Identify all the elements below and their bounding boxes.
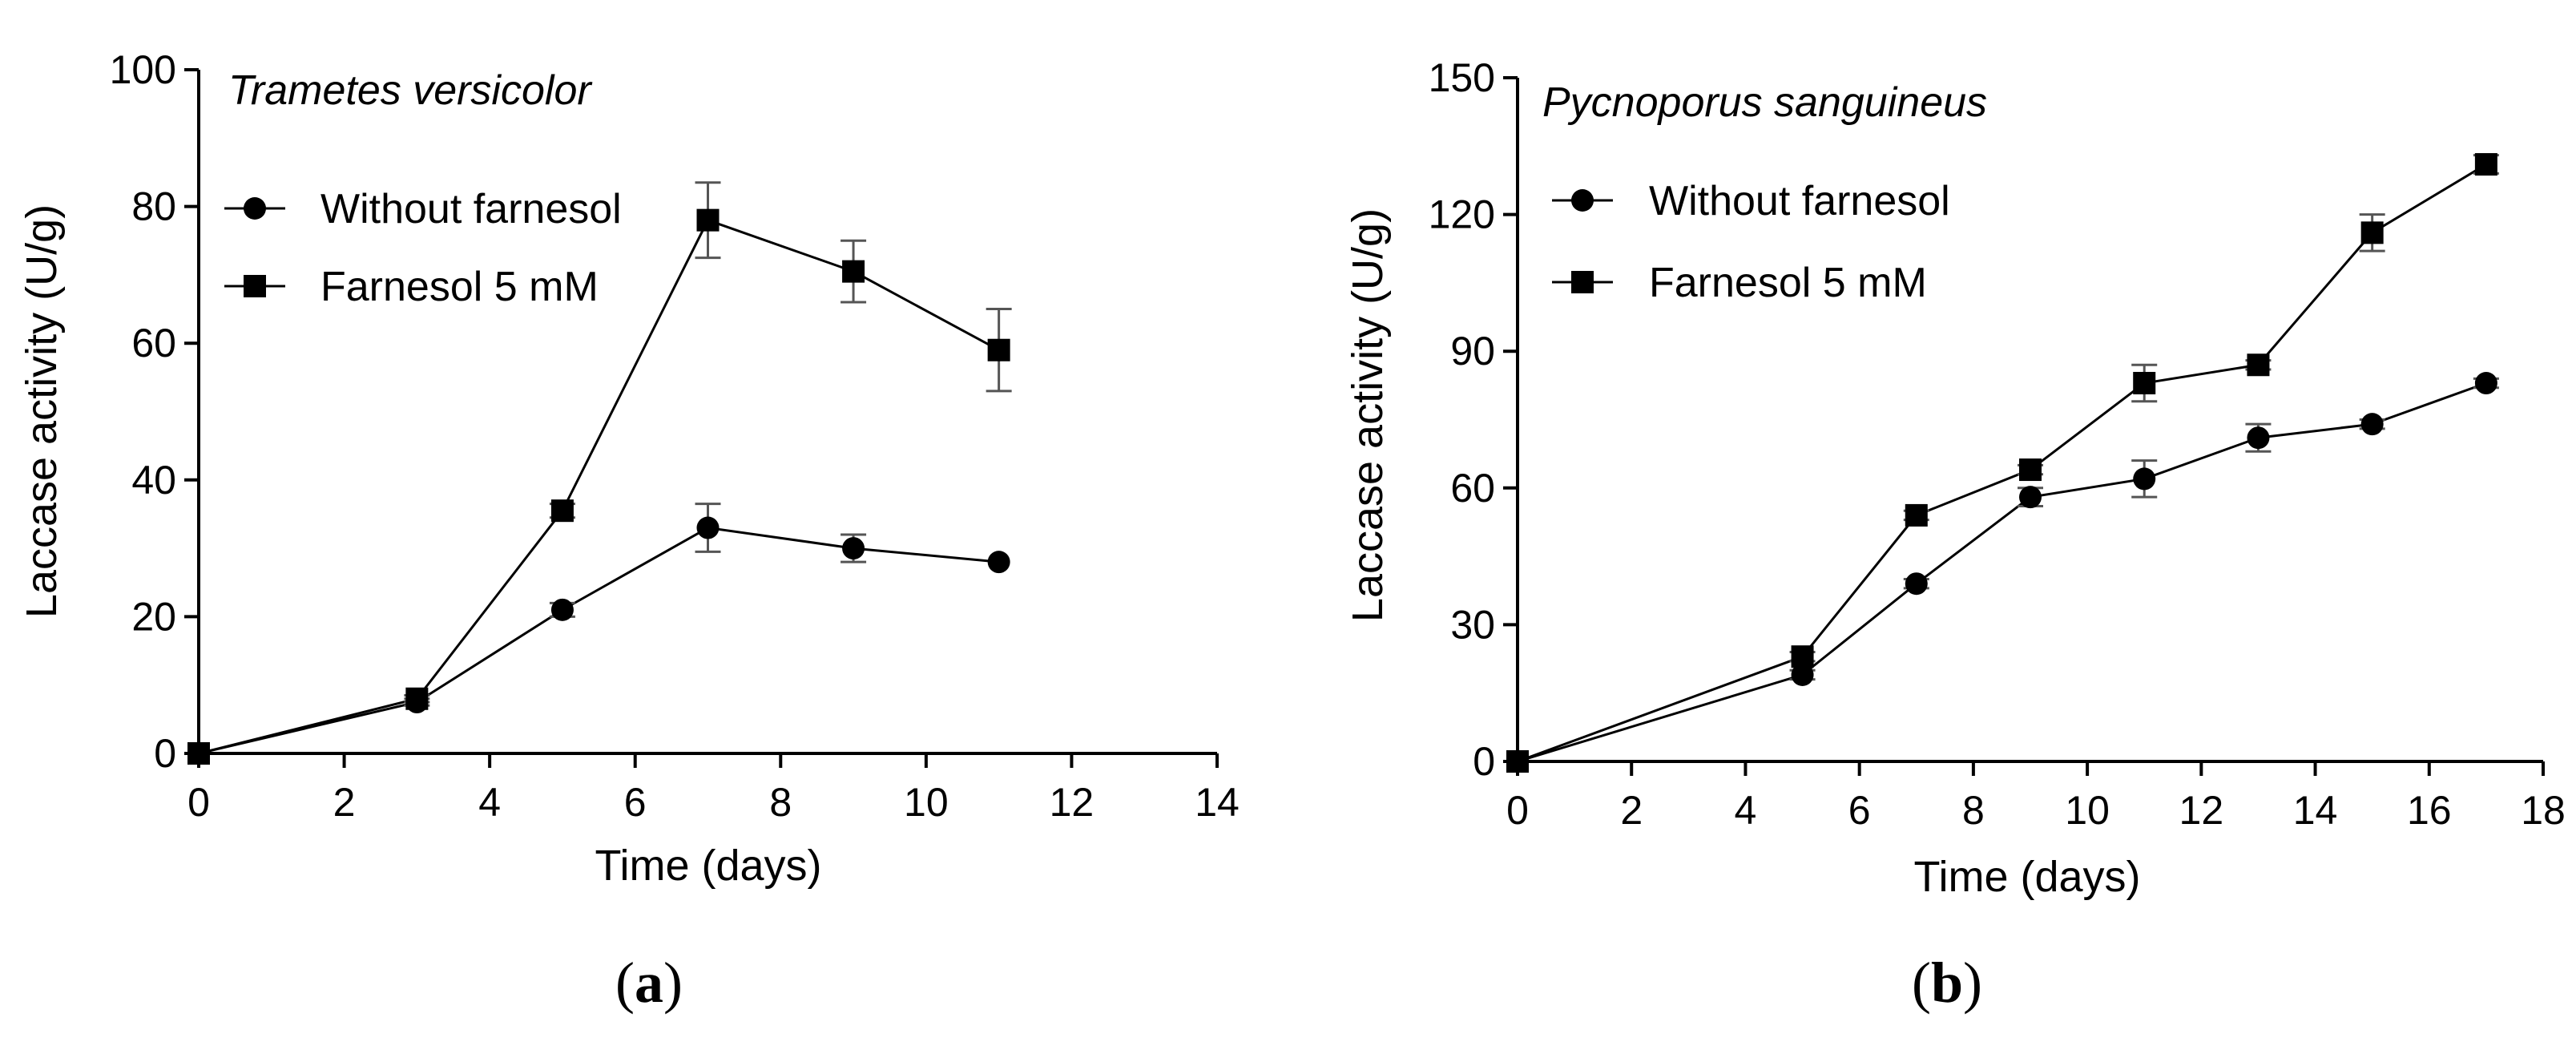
y-tick-label: 0	[1473, 739, 1495, 784]
data-point	[1791, 645, 1814, 668]
x-tick-label: 16	[2407, 788, 2452, 833]
data-point	[2247, 353, 2270, 377]
legend-marker	[1571, 271, 1594, 293]
x-tick-label: 14	[1195, 780, 1240, 825]
panel-label: (b)	[1912, 951, 1982, 1015]
x-tick-label: 8	[769, 780, 792, 825]
y-tick-label: 40	[131, 458, 176, 503]
y-tick-label: 90	[1450, 329, 1495, 374]
x-tick-label: 6	[1848, 788, 1871, 833]
x-axis-title: Time (days)	[1913, 853, 2140, 901]
data-point	[1905, 503, 1928, 527]
panel-b: 0 2 4 6 8 10 12 14 16 18 0 30 60 90 120 150 Time (days) L…	[1344, 55, 2566, 1015]
x-tick-label: 10	[904, 780, 949, 825]
legend-marker	[244, 197, 266, 220]
y-tick-label: 60	[131, 321, 176, 365]
data-point	[187, 742, 210, 765]
data-point	[696, 516, 720, 539]
data-point	[405, 687, 429, 710]
x-tick-label: 12	[2179, 788, 2224, 833]
data-point	[2019, 458, 2042, 482]
legend-label: Farnesol 5 mM	[1649, 260, 1927, 306]
x-tick-label: 12	[1050, 780, 1094, 825]
x-axis-title: Time (days)	[595, 842, 821, 890]
y-tick-label: 120	[1429, 192, 1495, 237]
y-tick-label: 20	[131, 594, 176, 639]
x-tick-label: 14	[2293, 788, 2338, 833]
y-tick-label: 150	[1429, 55, 1495, 100]
legend-entry: Farnesol 5 mM	[224, 264, 599, 310]
chart-title: Pycnoporus sanguineus	[1542, 79, 1987, 126]
data-point	[842, 537, 865, 560]
legend-label: Farnesol 5 mM	[320, 264, 599, 310]
data-point	[696, 208, 720, 232]
x-tick-label: 6	[624, 780, 647, 825]
data-point	[2474, 372, 2497, 395]
data-point	[2133, 372, 2156, 395]
series-line	[1517, 382, 2487, 763]
legend-marker	[244, 275, 266, 297]
x-tick-label: 10	[2065, 788, 2110, 833]
data-point	[2360, 221, 2384, 244]
data-point	[987, 551, 1010, 574]
data-point	[2474, 153, 2497, 176]
x-tick-label: 4	[478, 780, 501, 825]
data-point	[1905, 572, 1928, 596]
y-tick-label: 60	[1450, 466, 1495, 511]
x-tick-label: 2	[1620, 788, 1643, 833]
data-point	[550, 499, 574, 523]
legend-entry: Without farnesol	[1552, 178, 1950, 224]
panel-label: (a)	[615, 951, 683, 1015]
y-tick-label: 80	[131, 184, 176, 229]
series-farnesol-5mm	[187, 181, 1012, 765]
chart-title: Trametes versicolor	[228, 67, 593, 114]
y-tick-label: 100	[110, 47, 176, 92]
legend-label: Without farnesol	[1649, 178, 1950, 224]
data-point	[987, 338, 1010, 361]
y-axis-title: Laccase activity (U/g)	[1344, 208, 1392, 622]
series-farnesol-5mm	[1506, 153, 2499, 773]
legend-marker	[1571, 189, 1594, 212]
series-line	[198, 526, 999, 755]
panel-a: 0 2 4 6 8 10 12 14 0 20 40 60 80 100 Time (days) Laccas…	[18, 47, 1240, 1015]
data-point	[2019, 486, 2042, 509]
data-point	[2360, 413, 2384, 436]
y-tick-label: 0	[154, 731, 176, 776]
data-point	[1506, 750, 1529, 773]
x-tick-label: 18	[2521, 788, 2566, 833]
legend-label: Without farnesol	[320, 186, 622, 232]
data-point	[550, 598, 574, 621]
data-point	[2247, 426, 2270, 450]
data-point	[1791, 663, 1814, 686]
x-tick-label: 8	[1962, 788, 1985, 833]
x-tick-label: 2	[333, 780, 356, 825]
legend-entry: Farnesol 5 mM	[1552, 260, 1927, 306]
series-line	[198, 218, 1000, 755]
x-tick-label: 0	[1506, 788, 1529, 833]
y-axis-title: Laccase activity (U/g)	[18, 204, 66, 618]
series-without-farnesol	[1506, 372, 2499, 773]
x-tick-label: 0	[187, 780, 210, 825]
x-tick-label: 4	[1735, 788, 1757, 833]
legend-entry: Without farnesol	[224, 186, 622, 232]
data-point	[842, 260, 865, 283]
y-tick-label: 30	[1450, 602, 1495, 647]
data-point	[2133, 467, 2156, 491]
series-line	[1517, 163, 2487, 763]
